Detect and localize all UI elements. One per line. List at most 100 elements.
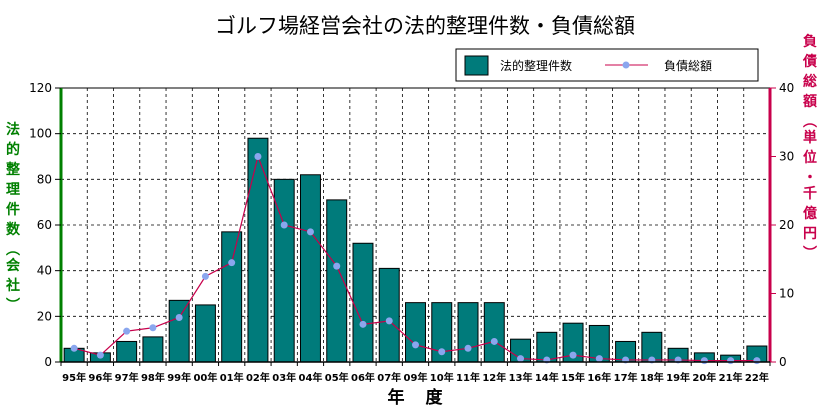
debt-point — [412, 341, 419, 349]
right-tick-label: 20 — [779, 218, 794, 232]
x-tick-label: 09年 — [404, 371, 428, 384]
x-tick-label: 96年 — [88, 371, 112, 384]
left-tick-label: 40 — [37, 264, 52, 278]
axis-label-char: 的 — [6, 141, 20, 158]
x-tick-label: 10年 — [430, 371, 454, 384]
x-tick-label: 22年 — [745, 371, 769, 384]
x-tick-label: 17年 — [614, 371, 638, 384]
bar — [483, 302, 505, 363]
left-tick-label: 120 — [29, 81, 52, 95]
debt-point — [727, 357, 735, 365]
x-tick-label: 16年 — [587, 371, 611, 384]
debt-point — [700, 357, 708, 365]
bar — [221, 231, 243, 363]
x-tick-label: 97年 — [115, 371, 139, 384]
x-tick-label: 19年 — [666, 371, 690, 384]
x-tick-label: 00年 — [193, 371, 217, 384]
x-tick-label: 13年 — [509, 371, 533, 384]
x-tick-label: 06年 — [351, 371, 375, 384]
debt-point — [70, 344, 78, 352]
bar — [457, 302, 479, 363]
axis-label-char: ︵ — [802, 114, 817, 130]
debt-point — [228, 259, 236, 267]
left-tick-label: 0 — [44, 355, 52, 369]
axis-label-char: 億 — [803, 205, 817, 222]
left-tick-label: 100 — [29, 127, 52, 141]
axis-label-char: ・ — [803, 170, 817, 186]
axis-label-char: ︵ — [5, 242, 20, 258]
debt-point — [385, 317, 393, 325]
axis-label-char: 法 — [6, 121, 20, 138]
y2-axis-label: 負債総額 ︵単位・千億円 ︶ — [802, 33, 817, 262]
axis-label-char: 単 — [803, 129, 817, 146]
debt-point — [517, 355, 525, 363]
x-tick-label: 99年 — [167, 371, 191, 384]
debt-point — [280, 221, 288, 229]
x-tick-label: 95年 — [62, 371, 86, 384]
y-axis-label: 法的整理件数 ︵会社 ︶ — [5, 121, 21, 314]
bar — [142, 336, 164, 363]
debt-point — [175, 313, 183, 321]
axis-label-char: 千 — [803, 185, 817, 202]
x-tick-label: 02年 — [246, 371, 270, 384]
legend-line-marker — [622, 61, 630, 69]
x-tick-label: 18年 — [640, 371, 664, 384]
x-tick-label: 14年 — [535, 371, 559, 384]
left-tick-label: 80 — [37, 172, 52, 186]
axis-label-char: ︶ — [5, 297, 20, 314]
bar — [378, 267, 400, 363]
x-tick-label: 01年 — [220, 371, 244, 384]
legend: 法的整理件数 負債総額 — [455, 48, 759, 82]
bar — [405, 302, 426, 363]
debt-point — [333, 262, 341, 270]
debt-point — [438, 348, 446, 356]
right-tick-label: 40 — [779, 81, 794, 95]
axis-label-char: 額 — [802, 93, 817, 110]
bar — [247, 137, 269, 363]
x-tick-label: 11年 — [456, 371, 480, 384]
bar — [299, 174, 321, 363]
x-tick-label: 20年 — [692, 371, 716, 384]
right-tick-label: 30 — [779, 150, 794, 164]
debt-point — [490, 337, 498, 345]
right-tick-label: 0 — [779, 355, 787, 369]
x-tick-label: 07年 — [377, 371, 401, 384]
x-tick-label: 21年 — [719, 371, 743, 384]
debt-point — [123, 327, 131, 335]
axes — [55, 87, 776, 366]
x-tick-label: 98年 — [141, 371, 165, 384]
debt-point — [254, 153, 262, 160]
left-tick-label: 20 — [37, 309, 52, 323]
legend-bar-swatch — [464, 55, 489, 76]
x-tick-label: 12年 — [482, 371, 506, 384]
bar — [194, 304, 216, 363]
chart-title: ゴルフ場経営会社の法的整理件数・負債総額 — [215, 14, 635, 38]
left-tick-label: 60 — [37, 218, 52, 232]
axis-label-char: 社 — [5, 277, 20, 294]
axis-label-char: ︶ — [802, 245, 817, 262]
axis-label-char: 数 — [6, 221, 21, 238]
debt-point — [595, 355, 603, 363]
debt-point — [149, 324, 157, 332]
legend-bar-label: 法的整理件数 — [500, 58, 572, 73]
bar — [352, 242, 374, 363]
axis-label-char: 理 — [6, 182, 20, 198]
x-tick-label: 04年 — [299, 371, 323, 384]
axis-label-char: 総 — [803, 73, 817, 90]
bar — [168, 299, 190, 363]
axis-label-char: 整 — [5, 161, 21, 178]
x-tick-label: 05年 — [325, 371, 349, 384]
axis-label-char: 債 — [802, 53, 817, 70]
axis-label-char: 位 — [803, 149, 817, 166]
axis-label-char: 件 — [6, 201, 20, 218]
debt-point — [201, 272, 209, 280]
debt-point — [96, 351, 104, 359]
axis-label-char: 円 — [803, 226, 817, 242]
debt-point — [569, 351, 577, 359]
debt-point — [306, 228, 314, 236]
right-tick-label: 10 — [779, 287, 794, 301]
axis-label-char: 会 — [6, 257, 21, 274]
legend-line-label: 負債総額 — [664, 58, 712, 73]
